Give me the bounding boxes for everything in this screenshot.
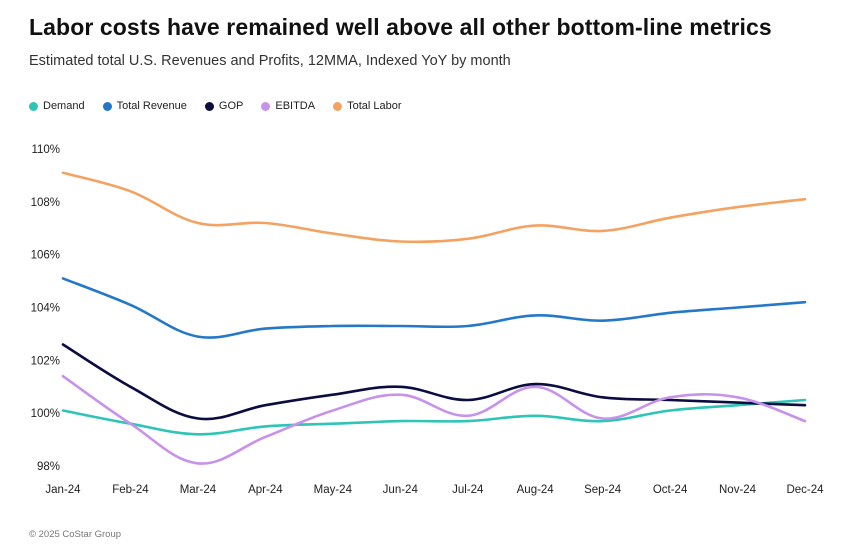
x-tick-label: Nov-24 <box>719 484 757 496</box>
y-tick-label: 98% <box>37 461 60 473</box>
legend-swatch <box>333 101 343 111</box>
x-tick-label: Jul-24 <box>452 484 484 496</box>
series-line-ebitda <box>61 374 807 465</box>
copyright-footer: © 2025 CoStar Group <box>29 529 122 540</box>
x-tick-label: Jun-24 <box>383 484 419 496</box>
x-axis: Jan-24 Feb-24 Mar-24 Apr-24 May-24 Jun-24 Jul-… <box>45 484 824 496</box>
y-tick-label: 102% <box>31 355 60 367</box>
series-lines <box>61 171 807 465</box>
y-tick-label: 104% <box>31 303 60 315</box>
series-line-demand <box>61 398 807 436</box>
legend-swatch <box>204 101 214 111</box>
x-tick-label: Aug-24 <box>517 484 555 496</box>
y-tick-label: 108% <box>31 197 60 209</box>
x-tick-label: May-24 <box>314 484 353 496</box>
legend-swatch <box>29 101 38 111</box>
y-tick-label: 106% <box>31 250 60 262</box>
legend-swatch <box>261 101 271 111</box>
chart-subtitle: Estimated total U.S. Revenues and Profit… <box>29 53 511 69</box>
x-tick-label: Jan-24 <box>45 484 81 496</box>
series-line-total-revenue <box>61 277 807 339</box>
legend-label: GOP <box>218 100 244 112</box>
legend-label: EBITDA <box>275 100 316 112</box>
legend-item-total-revenue: Total Revenue <box>102 100 187 112</box>
legend-item-gop: GOP <box>204 100 244 112</box>
legend: Demand Total Revenue GOP EBITDA Total Labor <box>29 100 402 112</box>
legend-item-demand: Demand <box>29 100 85 112</box>
legend-item-total-labor: Total Labor <box>333 100 402 112</box>
y-axis: 98% 100% 102% 104% 106% 108% 110% <box>31 144 60 473</box>
x-tick-label: Mar-24 <box>180 484 217 496</box>
y-tick-label: 110% <box>31 144 60 156</box>
x-tick-label: Feb-24 <box>112 484 149 496</box>
x-tick-label: Apr-24 <box>248 484 283 496</box>
x-tick-label: Sep-24 <box>584 484 622 496</box>
legend-item-ebitda: EBITDA <box>261 100 315 112</box>
x-tick-label: Oct-24 <box>653 484 688 496</box>
series-line-total-labor <box>61 171 807 244</box>
legend-label: Total Labor <box>347 100 402 112</box>
legend-label: Demand <box>43 100 85 112</box>
y-tick-label: 100% <box>31 408 60 420</box>
x-tick-label: Dec-24 <box>786 484 824 496</box>
legend-label: Total Revenue <box>116 100 187 112</box>
legend-swatch <box>102 101 112 111</box>
series-line-gop <box>61 343 807 421</box>
chart-title: Labor costs have remained well above all… <box>29 14 772 40</box>
